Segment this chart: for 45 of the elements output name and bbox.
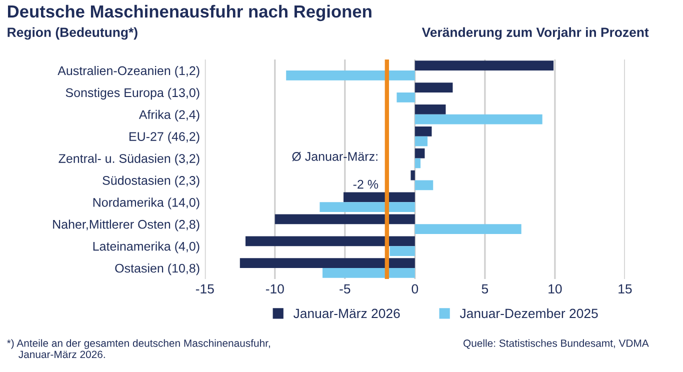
bar <box>414 158 421 168</box>
bar <box>240 258 415 268</box>
y-axis-title: Region (Bedeutung*) <box>8 27 138 40</box>
y-tick-label: Naher,Mittlerer Osten (2,8) <box>53 220 200 232</box>
x-tick-label: -5 <box>340 284 350 294</box>
x-axis-title: Veränderung zum Vorjahr in Prozent <box>422 27 649 40</box>
bar <box>344 192 415 202</box>
text: *) Anteile an der gesamten deutschen Maschinenausfuhr, Januar-März 2026. <box>7 339 270 358</box>
bar <box>322 268 415 278</box>
bar <box>320 202 415 212</box>
bar <box>274 214 415 224</box>
x-tick-label: 10 <box>548 284 562 294</box>
y-tick-label: Sonstiges Europa (13,0) <box>66 88 200 100</box>
y-tick-label: Nordamerika (14,0) <box>93 198 200 210</box>
bar <box>414 126 432 136</box>
x-tick-label: 5 <box>482 284 488 294</box>
bar <box>414 136 428 146</box>
bar <box>414 104 446 114</box>
bar <box>414 224 522 234</box>
x-tick-label: -15 <box>196 284 214 294</box>
bar <box>414 114 542 124</box>
bar <box>414 148 425 158</box>
x-tick-label: 0 <box>412 284 418 294</box>
text: Ø Januar-März: -2 % <box>292 152 378 189</box>
legend-label: Januar-März 2026 <box>294 308 400 318</box>
y-tick-label: Zentral- u. Südasien (3,2) <box>58 154 200 166</box>
y-tick-label: Ostasien (10,8) <box>115 263 200 276</box>
chart-title: Deutsche Maschinenausfuhr nach Regionen <box>8 4 372 22</box>
y-tick-label: Australien-Ozeanien (1,2) <box>58 66 200 78</box>
bar <box>396 92 415 102</box>
x-tick-label: 15 <box>618 284 632 294</box>
y-tick-label: Afrika (2,4) <box>138 110 200 122</box>
y-tick-label: EU-27 (46,2) <box>130 132 200 144</box>
x-tick-label: -10 <box>266 284 284 294</box>
source-note: Quelle: Statistisches Bundesamt, VDMA <box>464 339 649 349</box>
bar <box>414 60 554 70</box>
bar <box>414 180 434 190</box>
bar <box>410 170 415 180</box>
y-tick-label: Südostasien (2,3) <box>102 176 200 188</box>
bar <box>414 82 453 92</box>
bar <box>246 236 415 246</box>
bar <box>286 70 415 80</box>
bar <box>390 246 415 256</box>
y-tick-label: Lateinamerika (4,0) <box>93 242 200 254</box>
legend-label: Januar-Dezember 2025 <box>460 308 598 318</box>
